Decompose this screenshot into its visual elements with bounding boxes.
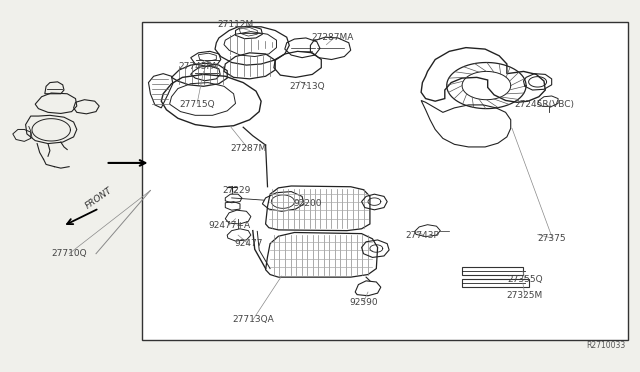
Text: 92590: 92590: [349, 298, 378, 307]
Text: 27112M: 27112M: [218, 20, 253, 29]
Bar: [462, 267, 523, 275]
Text: 27743PA: 27743PA: [179, 62, 218, 71]
Text: 27375: 27375: [538, 234, 566, 243]
Text: 27355Q: 27355Q: [507, 275, 543, 284]
Text: R2710033: R2710033: [587, 341, 626, 350]
Text: 27245R(VBC): 27245R(VBC): [514, 100, 574, 109]
Bar: [462, 279, 529, 287]
Text: 92477+A: 92477+A: [208, 221, 250, 230]
Text: 27713QA: 27713QA: [232, 315, 274, 324]
Text: 27713Q: 27713Q: [289, 82, 325, 91]
Text: 92200: 92200: [293, 199, 321, 208]
Text: 27710Q: 27710Q: [51, 249, 87, 258]
Text: 27229: 27229: [223, 186, 251, 195]
Text: 27715Q: 27715Q: [179, 100, 215, 109]
Text: 27287M: 27287M: [230, 144, 266, 153]
Text: FRONT: FRONT: [84, 185, 115, 211]
Text: 27287MA: 27287MA: [312, 33, 354, 42]
Bar: [142, 22, 628, 340]
Text: 27325M: 27325M: [507, 291, 543, 300]
Text: 92477: 92477: [234, 239, 262, 248]
Text: 27743P: 27743P: [406, 231, 439, 240]
